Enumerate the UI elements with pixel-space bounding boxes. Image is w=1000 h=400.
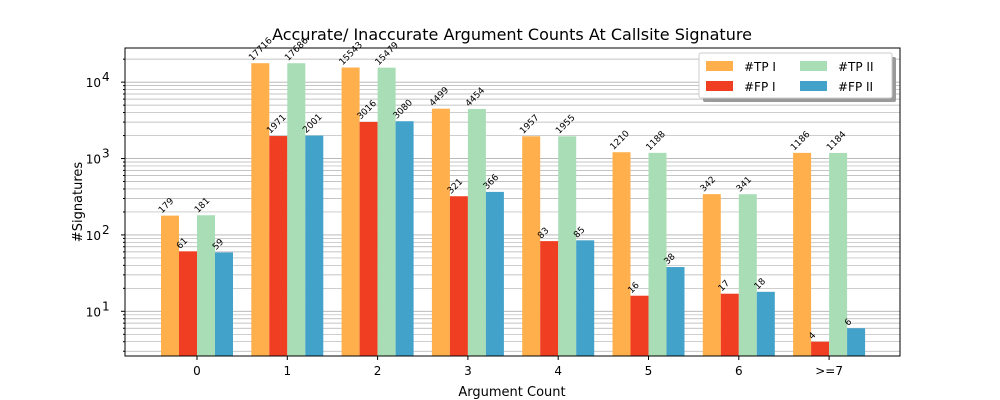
bar [161,215,179,356]
bar [341,67,360,356]
x-tick-label: >=7 [815,364,843,378]
bar [756,291,775,356]
y-tick-label: 10 [86,305,101,319]
data-label: 1186 [789,130,812,153]
bar [630,295,649,356]
bar [269,136,288,356]
bar [612,152,631,356]
bar [847,328,866,356]
y-tick-label: 10 [86,153,101,167]
bar [540,241,559,356]
grid-lines [125,58,900,352]
data-label: 342 [699,175,718,194]
y-tick-exponent: 2 [102,223,110,237]
bar [395,121,414,356]
x-tick-label: 2 [374,364,382,378]
bar [666,267,685,356]
bar [377,67,396,357]
legend-swatch [706,61,733,71]
x-tick-label: 6 [735,364,743,378]
bar [305,135,324,356]
bars [161,63,866,357]
data-label: 341 [735,175,754,194]
data-label: 1188 [645,129,668,152]
bar [522,136,541,356]
legend-label: #TP I [744,60,776,74]
data-label: 6 [843,317,854,328]
data-label: 1957 [518,113,541,136]
plot-frame [124,47,901,357]
y-tick-exponent: 3 [102,147,110,161]
x-tick-label: 5 [645,364,653,378]
bar [197,215,215,356]
data-label: 179 [157,196,176,215]
bar [449,196,468,356]
chart-title: Accurate/ Inaccurate Argument Counts At … [272,25,752,44]
legend-swatch [800,81,827,91]
x-ticks: 0 1 2 3 4 5 6 >=7 [193,356,843,378]
data-label: 4 [807,331,818,342]
x-axis-label: Argument Count [458,385,565,400]
bar [811,341,830,356]
x-tick-label: 3 [464,364,472,378]
bar [702,194,721,356]
bar [793,152,812,356]
legend-label: #TP II [838,60,874,74]
bar [485,191,504,356]
y-tick-label: 10 [86,76,101,90]
x-tick-label: 0 [193,364,201,378]
legend-swatch [706,81,733,91]
bar [576,240,595,356]
data-label: 1210 [609,129,632,152]
legend-box [698,52,893,99]
bar [467,108,486,356]
bar [829,152,848,356]
y-tick-exponent: 1 [102,299,110,313]
y-tick-exponent: 4 [102,70,110,84]
data-label: 15479 [374,40,402,68]
bar [287,63,306,356]
bar [720,293,739,356]
bar [179,251,197,356]
bar [359,121,378,356]
y-tick-label: 10 [86,229,101,243]
data-label: 1955 [554,113,577,136]
x-tick-label: 1 [283,364,291,378]
data-label: 4454 [464,86,487,109]
bar [648,152,667,356]
data-label: 15543 [338,40,365,67]
bar [558,136,577,356]
bar [251,63,270,356]
x-tick-label: 4 [554,364,562,378]
legend-label: #FP II [838,80,873,94]
data-label: 1184 [825,130,848,153]
data-label: 181 [193,196,212,215]
legend: #TP I #FP I #TP II #FP II [698,52,896,102]
legend-label: #FP I [744,80,776,94]
legend-swatch [800,61,827,71]
bar [738,194,757,356]
bar [431,108,450,356]
bar [215,252,233,356]
y-axis-label: #Signatures [71,162,86,243]
